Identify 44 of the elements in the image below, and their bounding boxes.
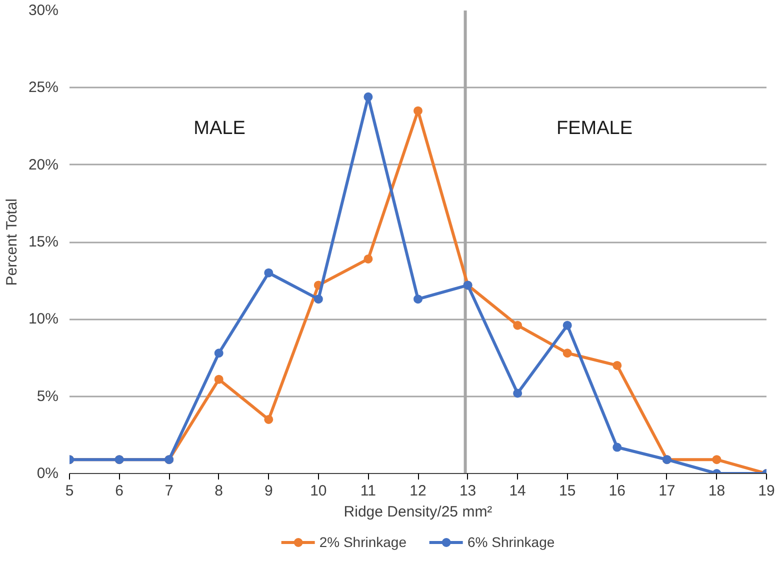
point (513, 388, 522, 398)
point (562, 320, 572, 330)
x-tick-label: 8 (214, 482, 224, 500)
y-tick-label: 5% (36, 388, 59, 405)
y-tick-label: 0% (36, 465, 59, 482)
x-tick-label: 16 (608, 482, 626, 500)
x-axis-title: Ridge Density/25 mm² (344, 504, 492, 520)
point (214, 374, 224, 384)
x-tick-label: 10 (310, 482, 327, 500)
x-tick-label: 7 (164, 482, 174, 500)
point (364, 254, 373, 264)
point (612, 360, 622, 370)
annotation: MALE (194, 118, 246, 139)
x-tick-label: 17 (658, 482, 676, 500)
point (414, 294, 422, 304)
point (364, 92, 373, 102)
y-tick-label: 25% (28, 79, 59, 96)
point (712, 455, 722, 464)
x-tick-label: 6 (115, 482, 124, 500)
x-tick-label: 5 (65, 482, 74, 500)
y-tick-label: 10% (28, 310, 59, 328)
x-tick-label: 14 (509, 482, 526, 500)
x-tick-label: 11 (360, 482, 376, 500)
point (562, 348, 572, 358)
point (264, 414, 274, 424)
legend-label: 2% Shrinkage (319, 534, 406, 550)
y-tick-label: 30% (28, 2, 59, 19)
x-tick-label: 9 (264, 482, 273, 500)
point (414, 106, 422, 116)
y-axis-title: Percent Total (3, 198, 20, 286)
x-tick-label: 18 (708, 482, 726, 500)
y-tick-label: 20% (28, 156, 59, 174)
x-tick-label: 15 (559, 482, 576, 500)
point (314, 294, 323, 304)
annotation: FEMALE (556, 118, 633, 139)
point (612, 442, 622, 452)
x-tick-label: 13 (459, 482, 476, 500)
y-tick-label: 15% (28, 234, 59, 250)
legend-label: 6% Shrinkage (468, 534, 555, 550)
x-tick-label: 19 (758, 482, 775, 500)
x-tick-label: 12 (410, 482, 426, 500)
point (214, 348, 224, 358)
point (264, 268, 274, 278)
point (513, 320, 522, 330)
